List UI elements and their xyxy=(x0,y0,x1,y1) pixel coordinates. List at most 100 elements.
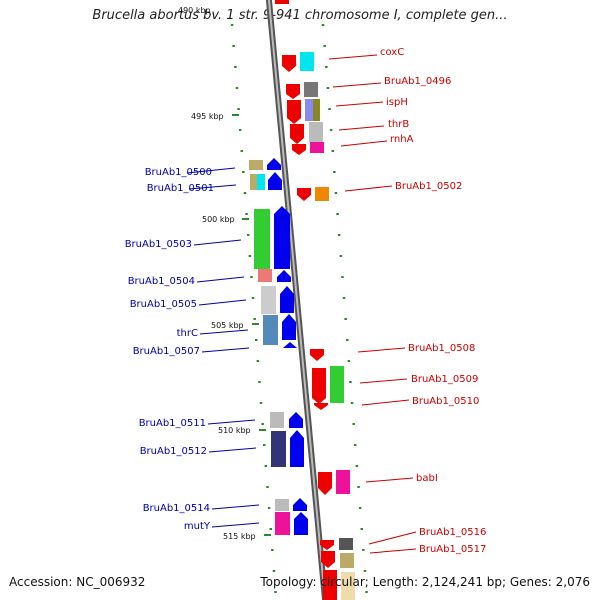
label-BruAb1_0510[interactable]: BruAb1_0510 xyxy=(412,396,479,407)
label-BruAb1_0505[interactable]: BruAb1_0505 xyxy=(130,299,197,310)
gene-rnhA[interactable] xyxy=(292,142,324,155)
gene-BruAb1_0517[interactable] xyxy=(321,551,354,568)
gene-BruAb1_0507[interactable] xyxy=(283,342,297,348)
label-babI[interactable]: babI xyxy=(416,473,438,484)
gene-BruAb1_0511[interactable] xyxy=(270,412,303,428)
scale-tick xyxy=(325,66,328,68)
scale-tick xyxy=(255,339,258,341)
scale-tick xyxy=(234,66,237,68)
label-mutY[interactable]: mutY xyxy=(184,521,211,532)
label-BruAb1_0502[interactable]: BruAb1_0502 xyxy=(395,181,462,192)
gene-top-clip[interactable] xyxy=(275,0,289,4)
gene-BruAb1_0500[interactable] xyxy=(249,158,281,170)
label-BruAb1_0504[interactable]: BruAb1_0504 xyxy=(128,276,195,287)
scale-tick xyxy=(333,171,336,173)
scale-tick xyxy=(235,87,239,89)
scale-tick xyxy=(256,360,260,362)
scale-tick xyxy=(344,318,347,320)
scale-tick xyxy=(232,45,235,47)
label-BruAb1_0503[interactable]: BruAb1_0503 xyxy=(125,239,192,250)
label-BruAb1_0512[interactable]: BruAb1_0512 xyxy=(140,446,207,457)
gene-BruAb1_0504[interactable] xyxy=(258,269,291,282)
gene-tail-bottom[interactable] xyxy=(323,570,355,600)
scale-tick xyxy=(329,129,333,131)
scale-tick xyxy=(326,87,330,89)
scale-tick xyxy=(271,549,274,551)
scale-tick xyxy=(272,570,276,572)
gene-BruAb1_0512[interactable] xyxy=(271,430,304,467)
scale-tick xyxy=(352,423,355,425)
scale-marker-495: 495 kbp xyxy=(191,112,239,121)
scale-tick xyxy=(246,234,250,236)
label-BruAb1_0508[interactable]: BruAb1_0508 xyxy=(408,343,475,354)
scale-tick xyxy=(334,192,338,194)
label-BruAb1_0509[interactable]: BruAb1_0509 xyxy=(411,374,478,385)
scale-tick xyxy=(323,45,326,47)
scale-tick xyxy=(253,318,256,320)
label-coxC[interactable]: coxC xyxy=(380,47,404,58)
gene-coxC[interactable] xyxy=(282,52,314,72)
gene-mutY[interactable] xyxy=(275,512,308,535)
scale-tick xyxy=(230,24,234,26)
scale-label-490: 490 kbp xyxy=(178,6,211,15)
gene-BruAb1_0514[interactable] xyxy=(275,498,307,511)
label-BruAb1_0514[interactable]: BruAb1_0514 xyxy=(143,503,210,514)
scale-tick xyxy=(237,108,240,110)
scale-tick xyxy=(245,213,248,215)
label-BruAb1_0496[interactable]: BruAb1_0496 xyxy=(384,76,451,87)
footer-summary: Topology: circular; Length: 2,124,241 bp… xyxy=(260,575,590,589)
scale-tick xyxy=(336,213,339,215)
gene-BruAb1_0510[interactable] xyxy=(314,403,328,410)
label-thrB[interactable]: thrB xyxy=(388,119,409,130)
scale-tick xyxy=(321,24,325,26)
scale-tick xyxy=(365,591,368,593)
scale-tick xyxy=(240,150,243,152)
gene-BruAb1_0509[interactable] xyxy=(312,366,344,404)
gene-thrC[interactable] xyxy=(263,314,296,345)
label-thrC[interactable]: thrC xyxy=(177,328,198,339)
scale-tick xyxy=(261,423,264,425)
scale-tick xyxy=(264,465,268,467)
scale-marker-515: 515 kbp xyxy=(223,532,271,541)
label-BruAb1_0507[interactable]: BruAb1_0507 xyxy=(133,346,200,357)
label-BruAb1_0516[interactable]: BruAb1_0516 xyxy=(419,527,486,538)
scale-tick xyxy=(242,171,245,173)
gene-ispH[interactable] xyxy=(287,99,320,124)
label-ispH[interactable]: ispH xyxy=(386,97,408,108)
right-labels: coxC BruAb1_0496 ispH thrB rnhA BruAb1_0… xyxy=(328,47,486,555)
label-BruAb1_0511[interactable]: BruAb1_0511 xyxy=(139,418,206,429)
footer-accession: Accession: NC_006932 xyxy=(9,575,146,589)
gene-BruAb1_0501[interactable] xyxy=(250,172,282,190)
label-BruAb1_0517[interactable]: BruAb1_0517 xyxy=(419,544,486,555)
gene-BruAb1_0508[interactable] xyxy=(310,349,324,361)
gene-BruAb1_0502[interactable] xyxy=(297,187,329,201)
scale-tick xyxy=(360,528,363,530)
scale-tick xyxy=(342,297,346,299)
label-rnhA[interactable]: rnhA xyxy=(390,134,414,145)
scale-tick xyxy=(269,528,272,530)
scale-tick xyxy=(355,465,359,467)
scale-tick xyxy=(248,255,252,257)
gene-BruAb1_0516[interactable] xyxy=(320,538,353,550)
scale-tick xyxy=(328,108,331,110)
scale-tick xyxy=(341,276,344,278)
gene-babI[interactable] xyxy=(318,470,350,495)
scale-tick xyxy=(274,591,277,593)
scale-label-505: 505 kbp xyxy=(211,321,244,330)
backbone xyxy=(265,0,329,600)
gene-BruAb1_0505[interactable] xyxy=(261,286,294,314)
scale-tick xyxy=(259,402,263,404)
scale-tick xyxy=(238,129,242,131)
gene-thrB[interactable] xyxy=(290,122,323,144)
scale-tick xyxy=(357,486,360,488)
scale-tick xyxy=(258,381,261,383)
scale-label-495: 495 kbp xyxy=(191,112,224,121)
scale-tick xyxy=(363,570,367,572)
scale-tick xyxy=(346,339,349,341)
gene-BruAb1_0496[interactable] xyxy=(286,82,318,99)
label-BruAb1_0501[interactable]: BruAb1_0501 xyxy=(147,183,214,194)
label-BruAb1_0500[interactable]: BruAb1_0500 xyxy=(145,167,212,178)
gene-BruAb1_0503[interactable] xyxy=(254,206,290,269)
